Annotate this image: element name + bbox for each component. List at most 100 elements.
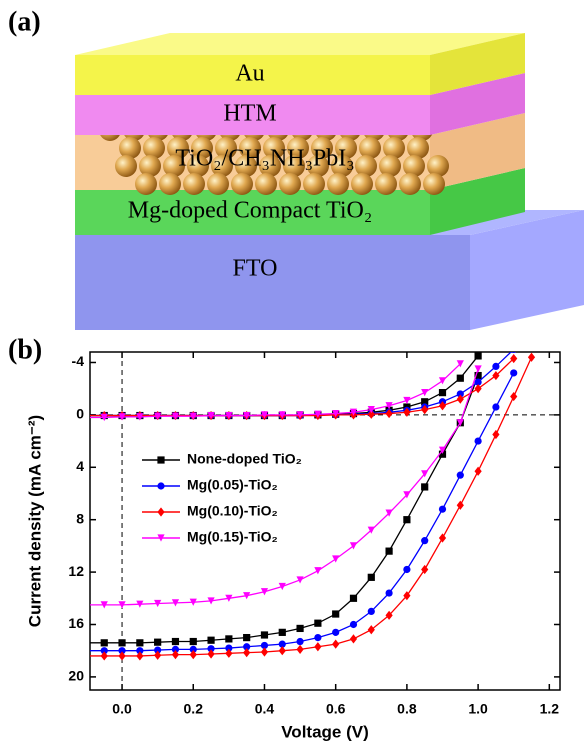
marker [314,620,321,627]
marker [475,365,482,372]
nanoparticle [159,173,181,195]
marker [207,637,214,644]
marker [403,516,410,523]
marker [279,629,286,636]
marker [510,369,517,376]
x-tick-label: 1.2 [540,701,560,717]
x-axis-label: Voltage (V) [281,722,369,741]
data-line [86,356,478,416]
marker [136,639,143,646]
marker [492,430,499,439]
marker [296,625,303,632]
marker [296,576,303,583]
marker [157,456,164,463]
marker [279,646,286,655]
nanoparticle [399,173,421,195]
marker [243,648,250,657]
curves [83,346,535,661]
data-line [86,357,531,656]
marker [439,377,446,384]
marker [475,437,482,444]
x-tick-label: 0.4 [255,701,275,717]
x-tick-label: 0.8 [397,701,417,717]
marker [421,537,428,544]
marker [261,631,268,638]
nanoparticle [279,173,301,195]
nanoparticle [303,173,325,195]
nanoparticle [423,173,445,195]
marker [403,566,410,573]
marker [385,548,392,555]
layer-label: Mg-doped Compact TiO₂ [128,198,372,224]
marker [421,389,428,396]
x-tick-label: 0.6 [326,701,346,717]
legend-label: Mg(0.15)-TiO₂ [187,529,278,545]
marker [243,634,250,641]
marker [332,555,339,562]
marker [368,574,375,581]
marker [492,403,499,410]
marker [350,634,357,643]
x-tick-label: 0.2 [184,701,204,717]
layer-label: Au [235,61,264,87]
marker [528,353,535,362]
marker [457,375,464,382]
marker [83,651,90,660]
nanoparticle [231,173,253,195]
nanoparticle [115,155,137,177]
marker [225,635,232,642]
marker [368,608,375,615]
marker [296,638,303,645]
marker [83,639,90,646]
marker [421,483,428,490]
nanoparticle [351,173,373,195]
marker [492,363,499,370]
marker [332,610,339,617]
nanoparticle [255,173,277,195]
marker [403,397,410,404]
y-axis-label: Current density (mA cm⁻²) [25,415,44,627]
y-tick-label: 8 [76,510,84,526]
marker [101,639,108,646]
marker [475,467,482,476]
marker [157,482,164,489]
marker [83,601,90,608]
marker [368,625,375,634]
marker [332,629,339,636]
y-tick-label: -4 [72,353,85,369]
plot-area: 0.00.20.40.60.81.01.2-4048121620None-dop… [68,352,560,717]
marker [261,647,268,656]
nanoparticle [135,173,157,195]
data-line [86,369,478,605]
fto-front [75,235,470,330]
marker [279,583,286,590]
figure: (a) Au HTM TiO₂/CH₃NH₃PbI₃ Mg-doped Comp… [0,0,584,746]
layer-label: TiO₂/CH₃NH₃PbI₃ [175,146,354,172]
layer-label: FTO [233,256,278,282]
marker [157,507,164,516]
nanoparticle [207,173,229,195]
y-tick-label: 0 [76,406,84,422]
marker [385,589,392,596]
nanoparticle [375,173,397,195]
marker [190,638,197,645]
y-tick-label: 16 [68,615,84,631]
marker [314,642,321,651]
marker [350,621,357,628]
legend-label: Mg(0.10)-TiO₂ [187,503,278,519]
marker [314,634,321,641]
marker [439,506,446,513]
panel-label: (b) [8,334,42,365]
device-schematic: (a) Au HTM TiO₂/CH₃NH₃PbI₃ Mg-doped Comp… [8,6,584,330]
data-line [86,349,513,415]
x-tick-label: 1.0 [468,701,488,717]
marker [350,595,357,602]
marker [475,352,482,359]
marker [439,389,446,396]
marker [510,392,517,401]
x-tick-label: 0.0 [112,701,132,717]
legend-label: Mg(0.05)-TiO₂ [187,477,278,493]
marker [332,640,339,649]
marker [457,472,464,479]
marker [314,567,321,574]
